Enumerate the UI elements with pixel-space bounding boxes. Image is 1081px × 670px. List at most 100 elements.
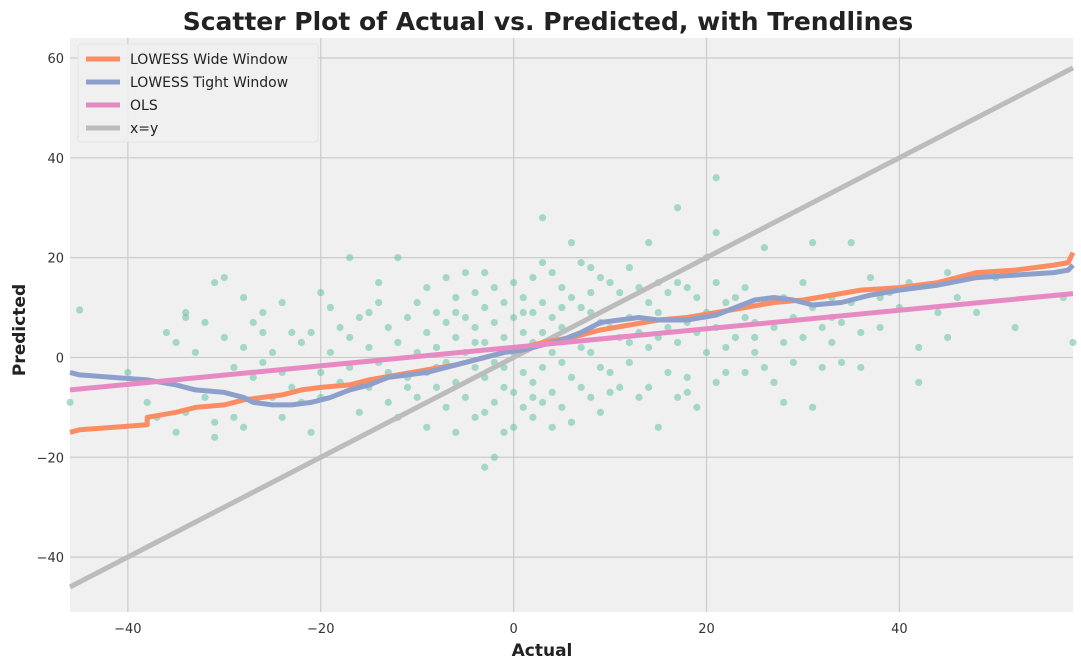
scatter-point — [481, 268, 489, 277]
scatter-point — [558, 283, 566, 292]
scatter-point — [567, 373, 576, 382]
scatter-point — [182, 308, 190, 317]
y-tick-label: −20 — [37, 451, 64, 466]
scatter-point — [645, 343, 653, 352]
scatter-point — [172, 428, 180, 436]
scatter-point — [211, 278, 219, 287]
scatter-point — [346, 333, 354, 342]
scatter-point — [66, 398, 74, 406]
scatter-point — [712, 174, 720, 182]
scatter-point — [490, 398, 498, 406]
scatter-point — [770, 378, 778, 386]
scatter-point — [799, 278, 807, 287]
scatter-point — [326, 303, 334, 312]
scatter-point — [191, 348, 199, 357]
scatter-point — [693, 403, 701, 411]
scatter-point — [789, 358, 797, 367]
scatter-point — [268, 348, 277, 357]
scatter-point — [645, 298, 653, 307]
scatter-point — [616, 383, 624, 391]
trendlines — [68, 65, 1076, 590]
scatter-point — [413, 393, 421, 401]
scatter-point — [529, 413, 537, 421]
scatter-point — [818, 323, 826, 332]
scatter-point — [944, 268, 952, 277]
scatter-point — [616, 288, 624, 297]
legend-entry: LOWESS Tight Window — [130, 75, 288, 91]
scatter-point — [770, 323, 778, 332]
scatter-point — [124, 368, 132, 377]
scatter-point — [664, 323, 672, 332]
scatter-point — [461, 393, 470, 401]
scatter-point — [529, 393, 537, 401]
scatter-point — [606, 278, 614, 287]
scatter-point — [249, 373, 257, 382]
scatter-point — [596, 273, 605, 282]
gridlines — [70, 38, 1073, 612]
scatter-point — [355, 313, 363, 322]
scatter-point — [799, 333, 807, 342]
legend-entry: OLS — [130, 98, 158, 114]
scatter-point — [915, 343, 923, 352]
scatter-point — [857, 328, 865, 337]
scatter-point — [837, 318, 846, 327]
scatter-point — [751, 348, 759, 357]
scatter-point — [220, 333, 228, 342]
scatter-point — [481, 338, 489, 347]
scatter-point — [461, 313, 470, 322]
scatter-point — [490, 283, 498, 292]
scatter-point — [577, 259, 585, 267]
scatter-point — [538, 298, 547, 307]
tick-labels: −40 −20 0 20 40 −40 −20 0 20 40 60 — [37, 52, 908, 637]
scatter-point — [587, 348, 595, 357]
scatter-point — [278, 413, 286, 421]
scatter-point — [442, 403, 450, 411]
scatter-point — [365, 308, 373, 317]
scatter-point — [741, 313, 749, 322]
scatter-point — [211, 418, 219, 426]
scatter-point — [211, 433, 219, 441]
scatter-point — [510, 278, 518, 287]
scatter-point — [548, 313, 556, 322]
scatter-point — [452, 333, 460, 342]
scatter-point — [876, 323, 884, 332]
series-line — [69, 291, 1074, 393]
scatter-point — [972, 308, 981, 317]
scatter-point — [722, 298, 730, 307]
legend-box — [77, 43, 319, 143]
scatter-point — [625, 264, 633, 272]
scatter-point — [288, 328, 296, 337]
scatter-point — [847, 239, 855, 247]
scatter-point — [857, 363, 865, 372]
x-tick-label: −20 — [307, 622, 334, 637]
legend-entry: x=y — [130, 121, 158, 137]
scatter-point — [355, 408, 363, 416]
scatter-point — [741, 283, 749, 292]
scatter-point — [654, 423, 662, 431]
scatter-point — [230, 363, 238, 372]
scatter-point — [606, 368, 614, 377]
scatter-point — [558, 303, 566, 312]
scatter-point — [182, 313, 190, 322]
scatter-point — [577, 383, 585, 391]
scatter-point — [654, 308, 662, 317]
scatter-point — [538, 259, 547, 267]
scatter-point — [519, 293, 527, 302]
scatter-point — [645, 239, 653, 247]
scatter-point — [452, 293, 460, 302]
scatter-point — [326, 348, 334, 357]
scatter-point — [934, 308, 942, 317]
scatter-point — [239, 293, 248, 302]
scatter-point — [702, 348, 711, 357]
scatter-point — [452, 308, 460, 317]
scatter-point — [529, 308, 537, 317]
scatter-point — [673, 393, 682, 401]
scatter-point — [548, 348, 556, 357]
scatter-point — [818, 363, 826, 372]
y-tick-label: 0 — [56, 351, 64, 366]
scatter-point — [307, 328, 315, 337]
scatter-point — [471, 338, 479, 347]
scatter-point — [760, 244, 768, 252]
scatter-point — [423, 423, 431, 431]
